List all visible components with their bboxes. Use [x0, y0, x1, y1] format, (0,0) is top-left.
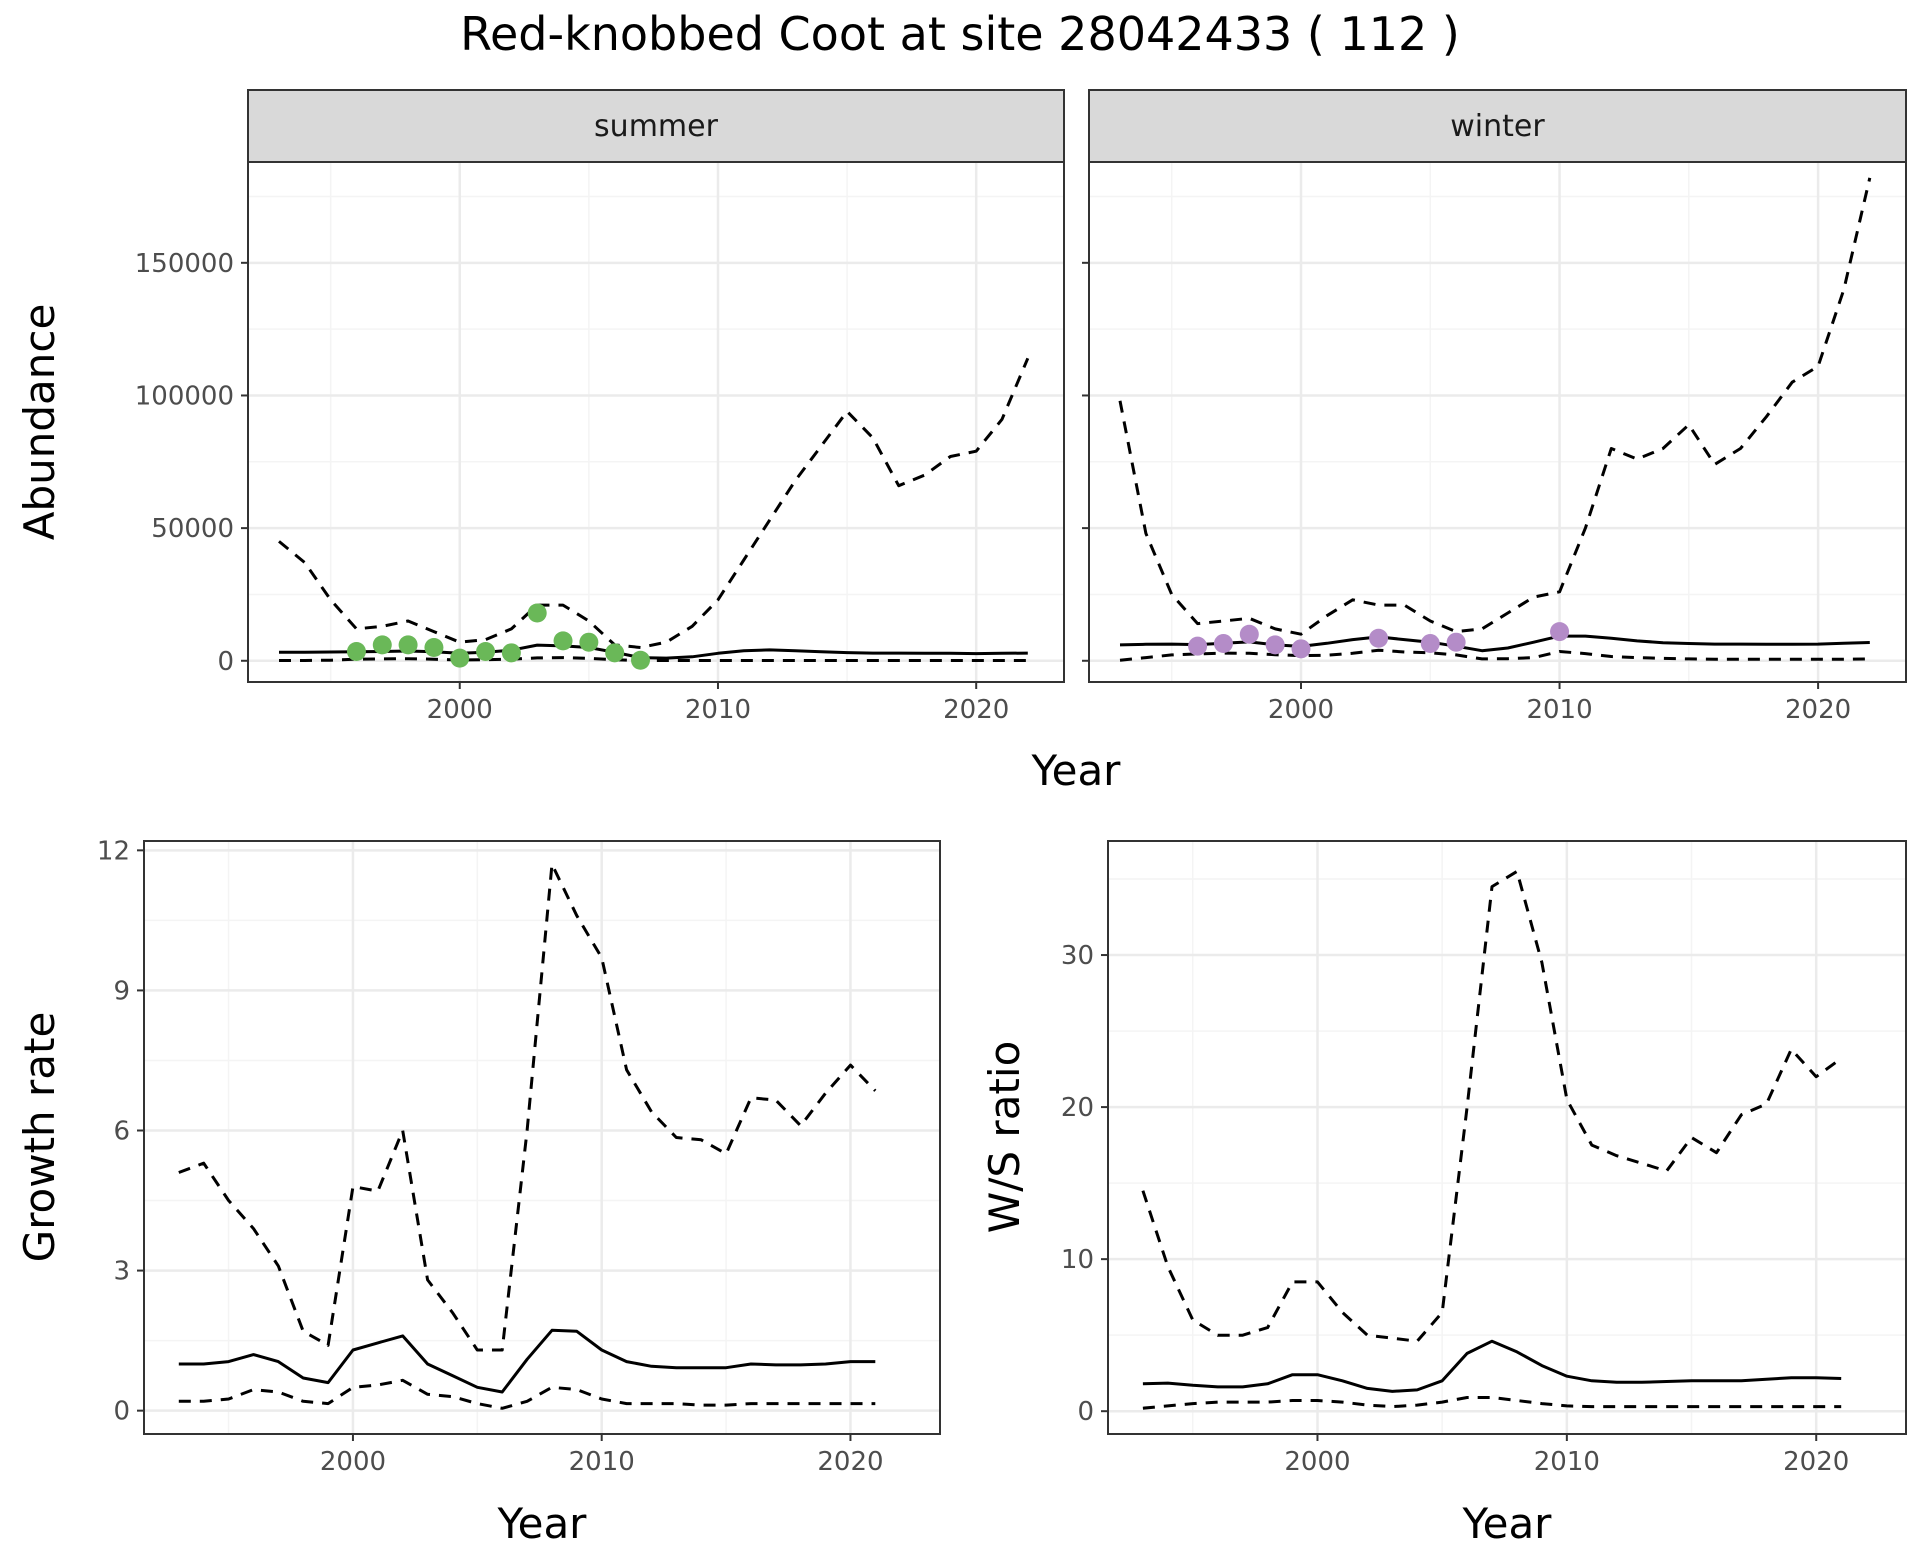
summer-y-tick-label: 0: [217, 647, 234, 677]
winter-observed-point: [1420, 634, 1440, 654]
winter-observed-point: [1188, 636, 1208, 656]
summer-gridlines: [248, 162, 1064, 682]
summer-panel-border: [247, 161, 1065, 683]
growth-x-axis-title: Year: [497, 1499, 588, 1548]
summer-observed-point: [501, 643, 521, 663]
winter-observed-point: [1550, 622, 1570, 642]
summer-observed-point: [476, 641, 496, 661]
winter-x-tick-label: 2020: [1785, 695, 1851, 725]
summer-observed-point: [579, 632, 599, 652]
summer-x-tick-label: 2020: [943, 695, 1009, 725]
summer-observed-point: [372, 635, 392, 655]
ws-ratio-panel: 0 10 20 30 2000 2010 2020: [1061, 840, 1907, 1477]
summer-observed-point: [527, 603, 547, 623]
winter-observed-point: [1369, 628, 1389, 648]
growth-gridlines: [144, 841, 940, 1434]
summer-upper-line: [278, 357, 1030, 649]
ws-series: [1141, 869, 1843, 1410]
growth-x-tick-label: 2020: [817, 1447, 883, 1477]
ws_ratio-estimate-line: [1142, 1339, 1842, 1393]
winter-abundance-panel: winter 2000 2010 2020: [1082, 89, 1907, 725]
winter-plot-area: [1089, 162, 1906, 682]
winter-x-tick-label: 2000: [1268, 695, 1334, 725]
growth-x-tick-label: 2010: [569, 1447, 635, 1477]
winter-observed-point: [1446, 632, 1466, 652]
winter-observed-point: [1239, 624, 1259, 644]
summer-y-tick-label: 100000: [135, 381, 234, 411]
summer-y-ticks: 0 50000 100000 150000: [135, 249, 248, 677]
ws_ratio-lower-line: [1142, 1396, 1842, 1410]
winter-observed-point: [1213, 634, 1233, 654]
ws-y-ticks: 0 10 20 30: [1061, 941, 1108, 1427]
abundance-y-axis-title: Abundance: [15, 304, 64, 541]
ws_ratio-x-tick-label: 2020: [1783, 1447, 1849, 1477]
growth-y-tick-label: 9: [113, 976, 130, 1006]
ws-x-ticks: 2000 2010 2020: [1284, 1434, 1849, 1477]
ws_ratio-upper-line: [1141, 869, 1843, 1343]
abundance-x-axis-title: Year: [1031, 746, 1122, 795]
growth-y-ticks: 0 3 6 9 12: [97, 836, 144, 1427]
growth-y-tick-label: 6: [113, 1116, 130, 1146]
ws-plot-area: [1108, 841, 1906, 1434]
ws_ratio-x-tick-label: 2000: [1284, 1447, 1350, 1477]
growth-upper-line: [178, 862, 877, 1352]
summer-observed-points: [346, 603, 651, 670]
growth-x-tick-label: 2000: [320, 1447, 386, 1477]
winter-x-ticks: 2000 2010 2020: [1268, 682, 1851, 725]
ws_ratio-y-tick-label: 20: [1061, 1093, 1094, 1123]
winter-strip: [1088, 89, 1907, 163]
summer-observed-point: [605, 643, 625, 663]
summer-observed-point: [450, 648, 470, 668]
growth-y-tick-label: 3: [113, 1257, 130, 1287]
ws-gridlines: [1108, 841, 1906, 1434]
growth-plot-area: [144, 841, 940, 1434]
summer-x-tick-label: 2010: [685, 695, 751, 725]
growth-rate-panel: 0 3 6 9 12 2000 2010 2020: [97, 836, 941, 1477]
growth-y-tick-label: 12: [97, 836, 130, 866]
ws_ratio-y-tick-label: 10: [1061, 1245, 1094, 1275]
summer-strip: [247, 89, 1065, 163]
growth-x-ticks: 2000 2010 2020: [320, 1434, 884, 1477]
summer-x-tick-label: 2000: [427, 695, 493, 725]
growth-series: [178, 862, 877, 1410]
growth-panel-border: [143, 840, 941, 1435]
winter-observed-point: [1265, 635, 1285, 655]
summer-observed-point: [398, 635, 418, 655]
summer-observed-point: [553, 631, 573, 651]
ws_ratio-x-tick-label: 2010: [1534, 1447, 1600, 1477]
winter-gridlines: [1089, 162, 1906, 682]
ws-y-axis-title: W/S ratio: [980, 1041, 1029, 1234]
winter-panel-border: [1088, 161, 1907, 683]
ws_ratio-y-tick-label: 0: [1077, 1397, 1094, 1427]
ws-x-axis-title: Year: [1462, 1499, 1553, 1548]
summer-y-tick-label: 50000: [151, 514, 234, 544]
growth-lower-line: [178, 1378, 876, 1410]
ws_ratio-y-tick-label: 30: [1061, 941, 1094, 971]
summer-y-tick-label: 150000: [135, 249, 234, 279]
ws-panel-border: [1107, 840, 1907, 1435]
winter-observed-point: [1291, 639, 1311, 659]
summer-strip-label: summer: [594, 109, 719, 144]
growth-y-tick-label: 0: [113, 1397, 130, 1427]
chart-title: Red-knobbed Coot at site 28042433 ( 112 …: [460, 7, 1460, 61]
summer-observed-point: [346, 641, 366, 661]
winter-observed-points: [1188, 622, 1570, 659]
summer-plot-area: [248, 162, 1064, 682]
winter-y-ticks: [1082, 261, 1089, 662]
summer-x-ticks: 2000 2010 2020: [427, 682, 1009, 725]
summer-observed-point: [631, 650, 651, 670]
winter-x-tick-label: 2010: [1526, 695, 1592, 725]
summer-observed-point: [424, 638, 444, 658]
winter-strip-label: winter: [1450, 109, 1545, 144]
growth-y-axis-title: Growth rate: [15, 1012, 64, 1263]
summer-abundance-panel: summer 0 50000 100000 150000 2000 2010 2020: [135, 89, 1065, 725]
growth-estimate-line: [178, 1328, 876, 1394]
